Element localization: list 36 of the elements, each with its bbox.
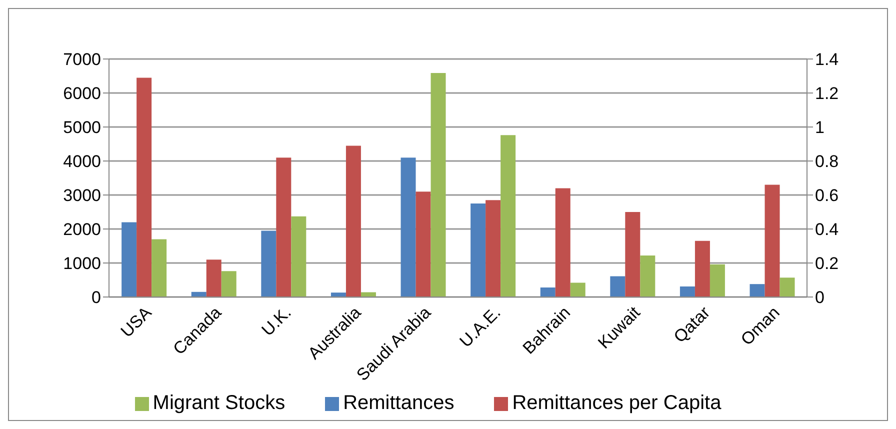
bar <box>680 286 695 297</box>
bar <box>330 292 346 297</box>
bar <box>430 72 446 297</box>
bar <box>780 278 795 297</box>
x-tick-label: U.K. <box>258 302 295 340</box>
legend-label: Remittances <box>343 392 454 414</box>
y-tick-label: 1000 <box>63 254 101 274</box>
y2-tick-label: 1 <box>815 118 824 138</box>
bar <box>610 276 626 297</box>
bar <box>346 146 361 297</box>
y-tick-label: 2000 <box>63 220 101 240</box>
y2-tick-label: 0.8 <box>815 152 839 172</box>
x-tick-label: USA <box>117 302 156 342</box>
y-tick-label: 3000 <box>63 186 101 206</box>
y-tick-label: 5000 <box>63 118 101 138</box>
bar <box>750 284 765 297</box>
bar <box>136 78 152 297</box>
bar <box>540 287 556 297</box>
y2-tick-label: 0.6 <box>815 186 839 206</box>
bar <box>570 282 586 297</box>
y2-tick-label: 0 <box>815 288 824 308</box>
legend-label: Migrant Stocks <box>152 392 286 414</box>
y2-tick-label: 1.2 <box>815 84 839 104</box>
y-tick-label: 7000 <box>63 50 101 70</box>
bar <box>360 292 376 297</box>
y-tick-label: 0 <box>92 288 101 308</box>
y2-tick-label: 0.4 <box>815 220 839 240</box>
bar <box>555 188 570 297</box>
y-tick-label: 6000 <box>63 84 101 104</box>
legend-label: Remittances per Capita <box>512 392 722 414</box>
y2-tick-label: 0.2 <box>815 254 839 274</box>
bar <box>152 239 167 297</box>
y-tick-label: 4000 <box>63 152 101 172</box>
bar <box>764 184 780 297</box>
bar <box>625 212 640 297</box>
y2-tick-label: 1.4 <box>815 50 839 70</box>
